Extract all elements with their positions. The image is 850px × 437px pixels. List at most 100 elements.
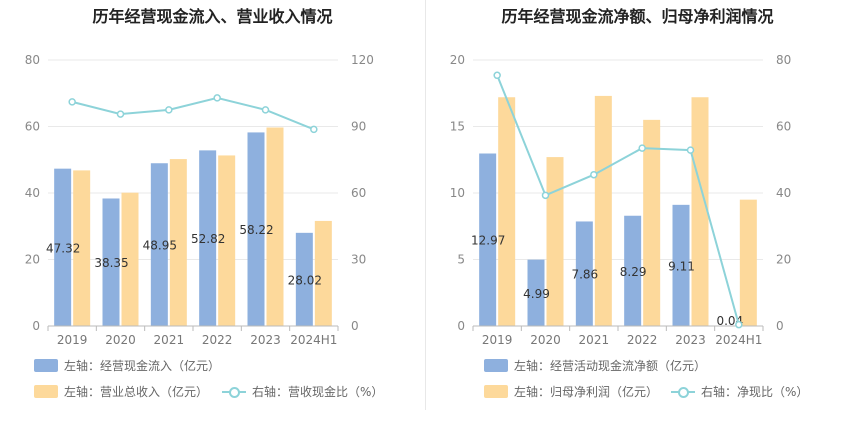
y-left-tick-label: 10 (450, 186, 465, 200)
bar-data-label: 7.86 (571, 268, 598, 282)
legend-item-bar2[interactable]: 左轴：营业总收入（亿元） (34, 383, 208, 400)
y-left-tick-label: 0 (457, 319, 465, 333)
bar-secondary (691, 97, 709, 327)
bar-primary (199, 150, 217, 326)
bar-primary (624, 215, 642, 326)
legend-swatch-icon (34, 385, 58, 398)
x-tick-label: 2019 (57, 333, 88, 347)
x-tick-label: 2023 (675, 333, 706, 347)
line-point (735, 320, 743, 329)
bar-primary (150, 163, 168, 326)
legend-line-icon (671, 385, 695, 398)
bar-data-label: 38.35 (94, 256, 128, 270)
line-point (541, 191, 550, 200)
line-point (165, 106, 173, 114)
x-tick-label: 2023 (250, 333, 281, 347)
bar-primary (54, 168, 72, 326)
chart-plot: 0 20 40 60 80 0 30 60 90 120 2019 2020 2021 2022 2023 2… (25, 53, 374, 347)
bar-data-label: 47.32 (46, 241, 80, 255)
y-left-tick-label: 80 (25, 53, 40, 67)
y-right-tick-label: 80 (776, 53, 791, 67)
legend-swatch-icon (34, 359, 58, 372)
legend-label: 左轴：经营活动现金流净额（亿元） (514, 359, 707, 373)
x-tick-label: 2021 (154, 333, 185, 347)
bar-primary (479, 153, 497, 326)
bar-data-label: 48.95 (143, 239, 177, 253)
y-left-tick-label: 15 (450, 120, 465, 134)
chart-title: 历年经营现金流净额、归母净利润情况 (501, 7, 774, 26)
line-point (116, 110, 125, 118)
bar-secondary (73, 170, 91, 326)
y-right-tick-label: 60 (351, 186, 366, 200)
x-tick-label: 2019 (482, 333, 513, 347)
y-right-tick-label: 120 (351, 53, 374, 67)
chart-title: 历年经营现金流入、营业收入情况 (92, 7, 333, 26)
bar-primary (247, 132, 265, 326)
y-right-tick-label: 0 (351, 319, 359, 333)
legend-label: 左轴：归母净利润（亿元） (514, 385, 659, 399)
bar-primary (575, 221, 593, 326)
bar-data-label: 52.82 (191, 232, 225, 246)
y-right-tick-label: 30 (351, 253, 366, 267)
y-right-tick-label: 20 (776, 253, 791, 267)
bar-data-label: 9.11 (668, 259, 695, 273)
bar-secondary (314, 220, 332, 326)
y-left-tick-label: 20 (25, 253, 40, 267)
bar-primary (102, 198, 120, 326)
legend-item-line[interactable]: 右轴：营收现金比（%） (222, 383, 383, 400)
panel-divider (425, 0, 426, 410)
chart-plot: 0 5 10 15 20 0 20 40 60 80 2019 2020 2021 2022 2023 202… (450, 53, 792, 347)
y-right-tick-label: 60 (776, 120, 791, 134)
bar-data-label: 8.29 (620, 265, 647, 279)
legend-item-bar2[interactable]: 左轴：归母净利润（亿元） (484, 383, 658, 400)
legend-item-bar1[interactable]: 左轴：经营现金流入（亿元） (34, 357, 220, 374)
y-right-tick-label: 0 (776, 319, 784, 333)
x-tick-label: 2020 (530, 333, 561, 347)
line-point (310, 125, 318, 134)
y-left-tick-label: 40 (25, 186, 40, 200)
chart-panel-cashflow-revenue: 历年经营现金流入、营业收入情况 0 20 40 60 80 0 30 60 90 120 2019 2… (25, 7, 384, 400)
x-tick-label: 2022 (627, 333, 658, 347)
bar-data-label: 58.22 (239, 223, 273, 237)
x-tick-label: 2021 (579, 333, 610, 347)
legend-item-bar1[interactable]: 左轴：经营活动现金流净额（亿元） (484, 357, 706, 374)
line-point (638, 144, 646, 152)
line-point (493, 71, 501, 80)
bar-data-label: 28.02 (288, 273, 322, 287)
legend-item-line[interactable]: 右轴：净现比（%） (671, 383, 808, 400)
legend-label: 右轴：营收现金比（%） (252, 385, 384, 399)
legend-label: 左轴：营业总收入（亿元） (64, 385, 209, 399)
line-series (496, 74, 740, 325)
bar-data-label: 4.99 (523, 287, 550, 301)
bar-secondary (643, 119, 661, 326)
line-point (261, 106, 270, 114)
x-tick-label: 2024H1 (290, 333, 337, 347)
bar-secondary (594, 95, 612, 326)
y-right-tick-label: 40 (776, 186, 791, 200)
bar-secondary (169, 159, 187, 326)
line-series (71, 96, 315, 131)
bar-secondary (739, 199, 757, 326)
bar-primary (295, 232, 313, 326)
x-tick-label: 2020 (105, 333, 136, 347)
chart-panel-netcash-profit: 历年经营现金流净额、归母净利润情况 0 5 10 15 20 0 20 40 60 80 2019 2… (425, 0, 850, 437)
legend-line-icon (222, 385, 246, 398)
bar-secondary (498, 97, 516, 327)
bar-data-label: 12.97 (471, 234, 505, 248)
y-left-tick-label: 60 (25, 120, 40, 134)
y-left-tick-label: 0 (32, 319, 40, 333)
bar-secondary (546, 157, 564, 326)
bar-secondary (266, 127, 284, 326)
bar-secondary (218, 155, 236, 326)
legend-label: 左轴：经营现金流入（亿元） (64, 359, 221, 373)
y-left-tick-label: 5 (457, 253, 465, 267)
legend-swatch-icon (484, 359, 508, 372)
line-point (68, 98, 76, 106)
bar-primary (527, 259, 545, 326)
legend-swatch-icon (484, 385, 508, 398)
bar-secondary (121, 192, 139, 326)
y-left-tick-label: 20 (450, 53, 465, 67)
x-tick-label: 2022 (202, 333, 233, 347)
x-tick-label: 2024H1 (715, 333, 762, 347)
line-point (686, 146, 695, 154)
